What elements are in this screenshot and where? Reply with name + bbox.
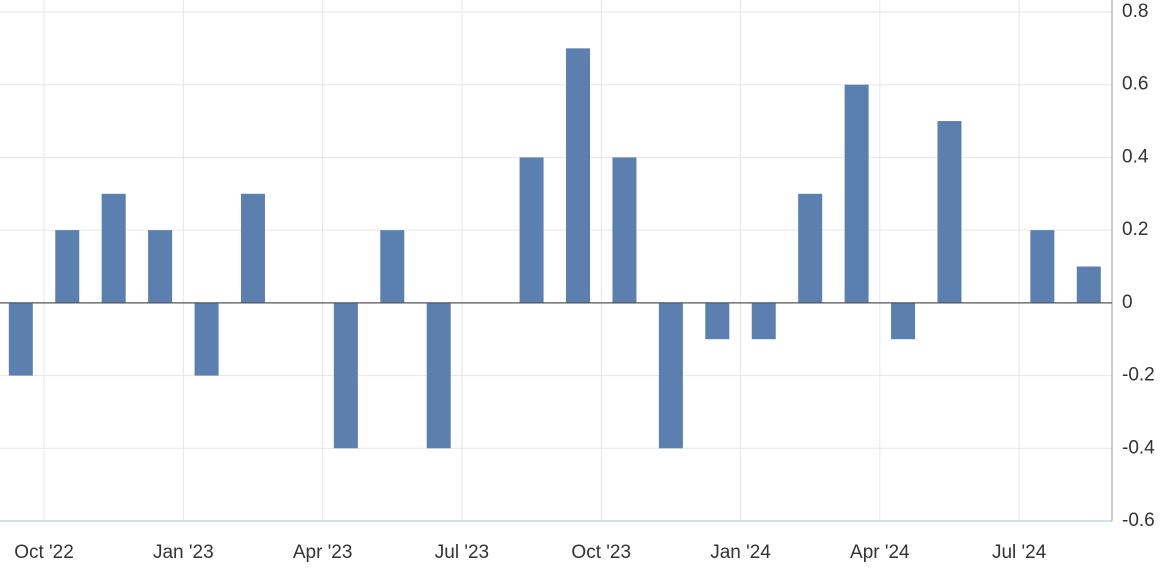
x-tick-label: Apr '23 <box>293 542 353 563</box>
bar <box>798 193 823 303</box>
x-tick-label: Jul '23 <box>435 542 489 563</box>
bar <box>658 302 683 449</box>
bar <box>148 230 173 303</box>
bar <box>101 193 126 303</box>
bar <box>333 302 358 449</box>
y-tick-label: -0.2 <box>1122 365 1155 386</box>
bar <box>1030 230 1055 303</box>
y-tick-label: 0.8 <box>1122 1 1148 22</box>
y-tick-label: -0.4 <box>1122 437 1155 458</box>
y-tick-label: 0.6 <box>1122 74 1148 95</box>
x-tick-label: Jan '24 <box>710 542 771 563</box>
x-tick-label: Jan '23 <box>153 542 214 563</box>
bar <box>1076 266 1101 303</box>
y-tick-label: 0 <box>1122 292 1133 313</box>
y-tick-label: 0.4 <box>1122 146 1149 167</box>
bar <box>566 48 591 303</box>
bar <box>55 230 80 303</box>
bar <box>844 84 869 303</box>
bar <box>705 302 730 340</box>
bar <box>380 230 405 303</box>
bar <box>8 302 33 376</box>
x-tick-label: Apr '24 <box>850 542 910 563</box>
y-tick-label: -0.6 <box>1122 510 1155 531</box>
bar <box>240 193 265 303</box>
bar <box>612 157 637 303</box>
bar <box>519 157 544 303</box>
bar <box>751 302 776 340</box>
bar <box>194 302 219 376</box>
bar <box>937 121 962 303</box>
bar <box>891 302 916 340</box>
x-tick-label: Jul '24 <box>992 542 1047 563</box>
y-tick-label: 0.2 <box>1122 219 1148 240</box>
bar <box>426 302 451 449</box>
x-tick-label: Oct '23 <box>571 542 631 563</box>
x-tick-label: Oct '22 <box>14 542 74 563</box>
